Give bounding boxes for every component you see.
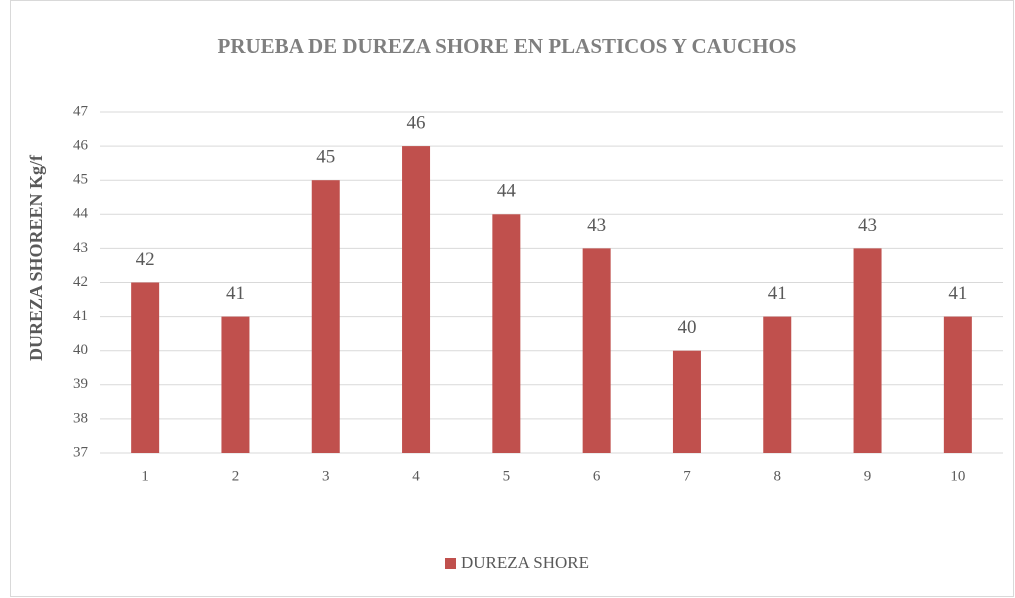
data-label: 41 — [948, 283, 967, 304]
bar — [853, 248, 882, 453]
bar — [763, 316, 792, 453]
y-tick-label: 45 — [73, 172, 88, 188]
x-tick-label: 5 — [503, 468, 511, 484]
bar — [221, 316, 250, 453]
y-tick-label: 37 — [73, 444, 89, 460]
legend-label: DUREZA SHORE — [461, 553, 589, 572]
data-label: 42 — [136, 249, 155, 270]
x-tick-label: 1 — [141, 468, 149, 484]
x-tick-label: 3 — [322, 468, 330, 484]
data-label: 43 — [587, 215, 606, 236]
y-tick-label: 38 — [73, 410, 88, 426]
y-axis-label: DUREZA SHOREEN Kg/f — [26, 154, 46, 361]
data-label: 41 — [226, 283, 245, 304]
bar — [311, 180, 340, 453]
y-tick-label: 47 — [73, 103, 89, 119]
bar — [131, 282, 160, 453]
x-tick-label: 9 — [864, 468, 872, 484]
data-label: 40 — [677, 317, 696, 338]
data-label: 41 — [768, 283, 787, 304]
bar — [492, 214, 521, 453]
bar — [582, 248, 611, 453]
y-tick-label: 44 — [73, 206, 89, 222]
x-tick-label: 4 — [412, 468, 420, 484]
y-tick-label: 41 — [73, 308, 88, 324]
y-tick-label: 43 — [73, 240, 88, 256]
legend-swatch — [445, 558, 456, 569]
y-tick-label: 42 — [73, 274, 88, 290]
chart-frame — [10, 0, 1014, 597]
data-label: 45 — [316, 147, 335, 168]
bar — [402, 146, 431, 453]
bar — [943, 316, 972, 453]
chart-title: PRUEBA DE DUREZA SHORE EN PLASTICOS Y CA… — [218, 34, 797, 58]
y-tick-label: 39 — [73, 376, 88, 392]
x-tick-label: 6 — [593, 468, 601, 484]
data-label: 43 — [858, 215, 877, 236]
bar — [672, 350, 701, 453]
x-tick-label: 2 — [232, 468, 240, 484]
data-label: 46 — [407, 112, 426, 133]
x-tick-label: 7 — [683, 468, 691, 484]
x-tick-label: 10 — [950, 468, 965, 484]
y-tick-label: 40 — [73, 342, 88, 358]
y-tick-label: 46 — [73, 138, 89, 154]
x-tick-label: 8 — [774, 468, 782, 484]
data-label: 44 — [497, 181, 517, 202]
